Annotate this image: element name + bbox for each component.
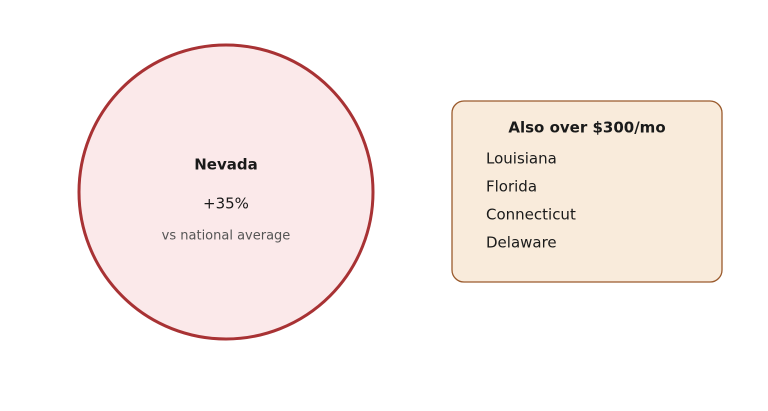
- list-item: Delaware: [486, 234, 557, 252]
- list-title: Also over $300/mo: [508, 119, 665, 137]
- list-item: Louisiana: [486, 150, 557, 168]
- list-item: Florida: [486, 178, 537, 196]
- highlight-value: +35%: [203, 195, 249, 213]
- highlight-note: vs national average: [162, 229, 291, 244]
- list-box: [451, 100, 723, 283]
- highlight-name: Nevada: [194, 156, 258, 174]
- list-items: Louisiana Florida Connecticut Delaware: [486, 150, 576, 252]
- highlight-circle: [77, 43, 375, 341]
- list-item: Connecticut: [486, 206, 576, 224]
